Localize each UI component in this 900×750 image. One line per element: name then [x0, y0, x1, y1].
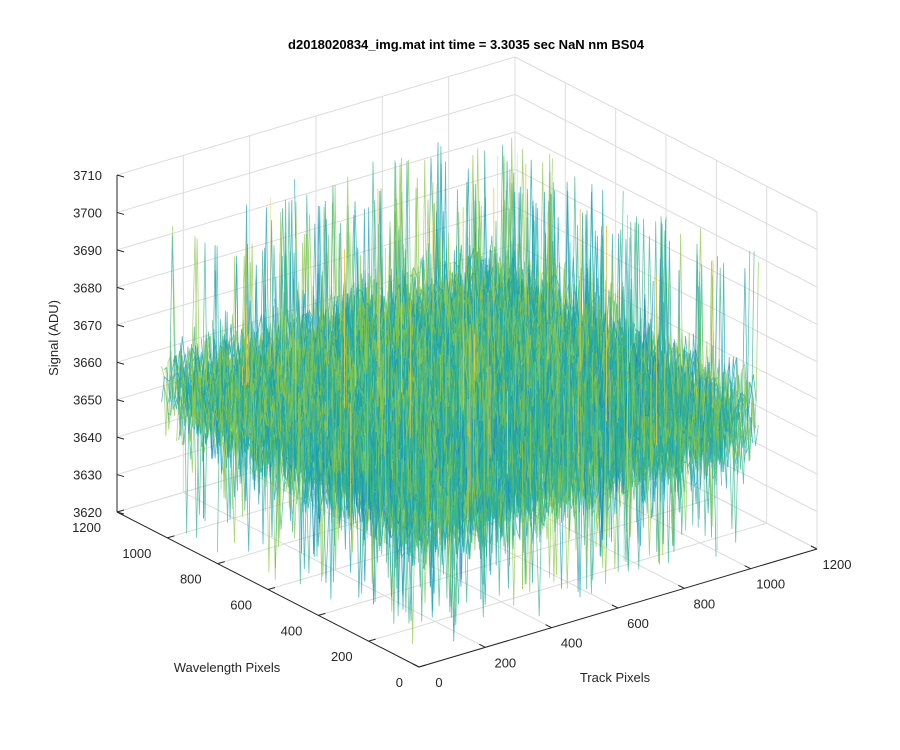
z-tick	[116, 286, 125, 290]
x-tick	[678, 584, 685, 589]
grid-line	[514, 131, 818, 288]
surface-mesh-line	[161, 244, 502, 431]
z-tick	[116, 436, 125, 440]
label-layer: 0 200 400 600 800 1000 1200 0 200 400 600 800 1000 12…	[72, 168, 851, 690]
z-tick-label: 3670	[73, 318, 102, 333]
surface-plot	[161, 137, 759, 645]
x-tick	[611, 604, 619, 609]
axis-layer	[116, 174, 818, 668]
x-tick-label: 1000	[756, 577, 785, 592]
z-tick-label: 3710	[73, 168, 102, 183]
y-tick-label: 800	[180, 572, 202, 587]
z-tick	[116, 399, 125, 403]
chart-title: d2018020834_img.mat int time = 3.3035 se…	[288, 37, 645, 52]
x-tick	[810, 545, 818, 550]
z-tick-label: 3650	[73, 393, 102, 408]
y-tick-label: 0	[396, 675, 403, 690]
z-tick	[116, 361, 125, 365]
y-axis-title: Wavelength Pixels	[174, 660, 281, 675]
z-tick-label: 3680	[73, 280, 102, 295]
z-tick-label: 3620	[73, 505, 102, 520]
z-axis-title: Signal (ADU)	[46, 300, 61, 376]
grid-line	[116, 56, 516, 176]
z-tick	[116, 174, 125, 178]
y-tick	[418, 664, 427, 668]
y-tick	[368, 638, 376, 642]
z-tick-label: 3630	[73, 468, 102, 483]
y-tick-label: 600	[230, 598, 252, 613]
y-tick-label: 1000	[122, 546, 151, 561]
grid-line	[318, 496, 717, 616]
x-tick-label: 400	[561, 636, 583, 651]
x-tick-label: 1200	[823, 557, 852, 572]
y-tick	[217, 561, 225, 565]
z-tick-label: 3640	[73, 430, 102, 445]
z-tick	[116, 474, 125, 478]
z-tick	[116, 324, 125, 328]
grid-line	[514, 243, 818, 400]
y-tick	[267, 587, 276, 590]
x-axis-title: Track Pixels	[580, 670, 651, 685]
y-tick-label: 200	[331, 649, 353, 664]
y-tick-label: 1200	[72, 520, 101, 535]
z-tick	[116, 511, 125, 515]
grid-line	[514, 93, 818, 250]
y-tick-label: 400	[281, 623, 303, 638]
x-tick	[412, 663, 420, 668]
y-tick	[116, 509, 125, 513]
grid-line	[116, 168, 516, 288]
z-tick	[116, 249, 125, 253]
z-tick-label: 3700	[73, 205, 102, 220]
z-tick-label: 3690	[73, 243, 102, 258]
y-tick	[167, 535, 175, 539]
x-tick-label: 800	[693, 596, 715, 611]
z-tick	[116, 211, 125, 215]
grid-line	[116, 131, 516, 251]
x-tick	[479, 643, 486, 648]
y-tick	[318, 612, 326, 616]
x-tick	[545, 624, 552, 629]
x-tick	[744, 565, 751, 570]
x-tick-label: 200	[494, 655, 516, 670]
x-tick-label: 0	[435, 675, 442, 690]
x-tick-label: 600	[627, 616, 649, 631]
grid-line	[514, 56, 818, 213]
grid-line	[116, 93, 516, 213]
z-tick-label: 3660	[73, 355, 102, 370]
